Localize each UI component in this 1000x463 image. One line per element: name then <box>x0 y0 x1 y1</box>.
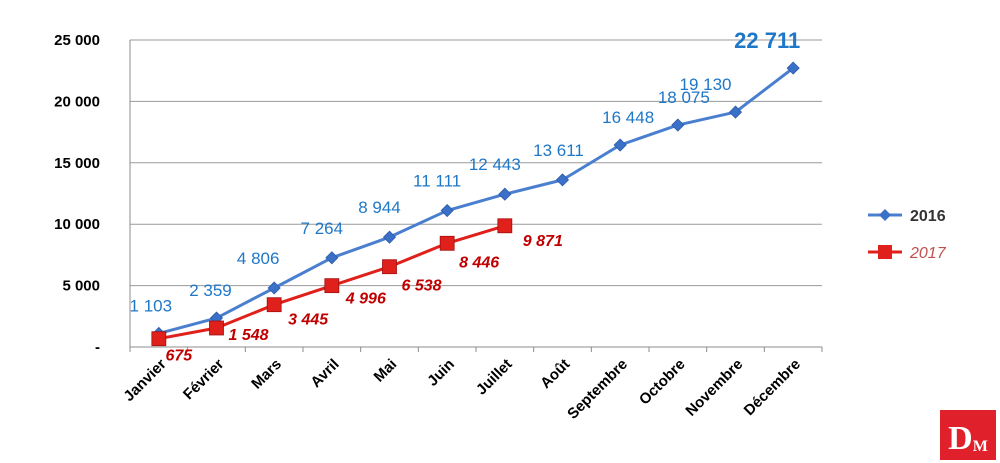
x-tick-label: Janvier <box>120 356 169 405</box>
data-point-2016 <box>440 203 454 218</box>
y-tick-label: 15 000 <box>54 155 100 172</box>
x-tick-label: Août <box>537 356 573 392</box>
x-tick-label: Novembre <box>682 356 746 420</box>
data-label-2016: 11 111 <box>413 172 461 191</box>
x-tick-label: Septembre <box>564 356 631 423</box>
data-point-2016 <box>786 61 800 75</box>
data-label-2017: 3 445 <box>288 312 329 329</box>
x-tick-label: Juillet <box>473 356 516 399</box>
data-label-2016: 1 103 <box>130 296 173 315</box>
data-point-2017 <box>439 235 455 251</box>
data-label-2017: 675 <box>165 348 193 365</box>
data-label-2017: 1 548 <box>228 327 268 344</box>
data-point-2017 <box>324 278 340 294</box>
x-tick-label: Juin <box>424 356 458 390</box>
data-label-2016: 12 443 <box>469 155 521 174</box>
y-tick-label: 5 000 <box>62 278 100 295</box>
x-tick-label: Mars <box>248 356 285 393</box>
legend-marker-2017 <box>878 245 892 259</box>
data-label-2016: 8 944 <box>358 198 401 217</box>
x-tick-label: Décembre <box>741 356 804 419</box>
y-tick-label: 20 000 <box>54 93 100 110</box>
legend-label-2017: 2017 <box>909 245 947 262</box>
data-point-2016 <box>498 187 512 201</box>
y-tick-label: 25 000 <box>54 32 100 49</box>
data-label-2016: 18 075 <box>658 88 710 107</box>
data-point-2017 <box>151 331 167 347</box>
series-line-2016 <box>158 66 795 335</box>
x-tick-label: Octobre <box>636 356 689 409</box>
data-point-2016 <box>382 230 397 244</box>
legend-marker-2016 <box>879 209 891 221</box>
data-label-2017: 9 871 <box>523 233 563 250</box>
data-label-2016: 19 130 <box>680 75 732 94</box>
data-point-2017 <box>382 259 397 275</box>
data-label-2017: 6 538 <box>401 278 441 295</box>
data-label-2017: 4 996 <box>345 291 386 308</box>
data-label-2016: 16 448 <box>602 108 654 127</box>
data-point-2017 <box>266 297 282 313</box>
data-label-2016: 2 359 <box>189 281 232 300</box>
x-tick-label: Avril <box>307 356 342 391</box>
legend-label-2016: 2016 <box>910 208 946 225</box>
data-label-2016: 7 264 <box>301 219 344 238</box>
data-label-2017: 8 446 <box>459 254 499 271</box>
data-point-2016 <box>555 173 570 187</box>
data-point-2016 <box>613 138 627 152</box>
data-point-2016 <box>325 251 339 265</box>
data-label-2016: 22 711 <box>734 28 800 53</box>
data-label-2016: 13 611 <box>533 141 584 160</box>
data-label-2016: 4 806 <box>237 249 280 268</box>
y-tick-label: - <box>95 339 100 356</box>
y-tick-label: 10 000 <box>54 216 100 233</box>
data-point-2017 <box>209 320 224 336</box>
data-point-2016 <box>671 118 685 132</box>
x-tick-label: Mai <box>371 356 401 386</box>
data-point-2017 <box>497 218 513 234</box>
data-point-2016 <box>728 105 743 119</box>
data-point-2016 <box>267 281 281 295</box>
